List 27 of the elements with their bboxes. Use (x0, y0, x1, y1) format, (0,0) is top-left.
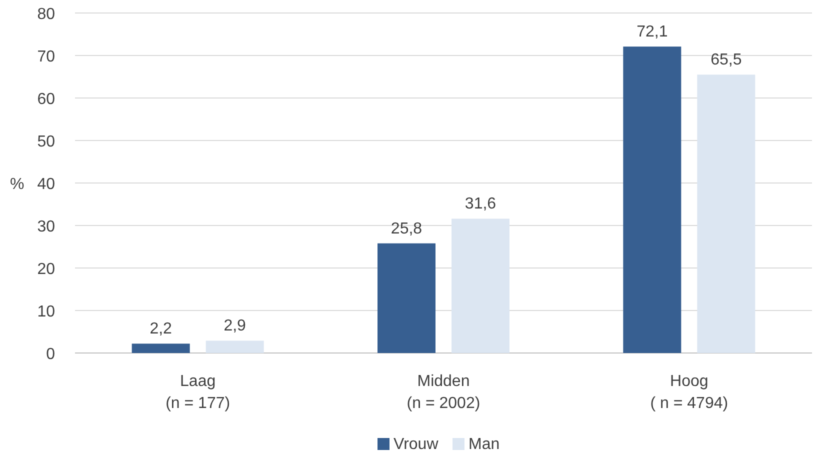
y-tick-label: 50 (37, 134, 56, 150)
bar (623, 46, 682, 353)
y-axis-title: % (10, 176, 24, 193)
bar (697, 74, 756, 353)
y-tick-label: 30 (37, 218, 56, 236)
data-label: 25,8 (390, 220, 422, 238)
data-label: 65,5 (710, 52, 742, 69)
data-label: 2,9 (224, 318, 246, 335)
x-tick-label: Laag (n = 177) (166, 373, 230, 412)
y-tick-label: 70 (37, 48, 56, 66)
y-tick-label: 60 (37, 91, 56, 108)
bar (132, 344, 190, 353)
bar (378, 243, 436, 353)
bar (452, 218, 510, 353)
x-tick-label: Midden (n = 2002) (406, 373, 480, 412)
x-tick-label: Hoog ( n = 4794) (650, 373, 728, 412)
legend-label: Man (468, 436, 500, 453)
bar (206, 340, 264, 353)
y-tick-label: 0 (46, 346, 56, 363)
data-label: 72,1 (636, 24, 668, 41)
y-tick-label: 20 (37, 261, 56, 278)
data-label: 31,6 (464, 196, 496, 213)
y-tick-label: 10 (37, 304, 56, 320)
y-tick-label: 40 (37, 176, 56, 193)
data-label: 2,2 (150, 320, 172, 338)
legend-label: Vrouw (394, 436, 439, 453)
y-tick-label: 80 (37, 6, 56, 23)
